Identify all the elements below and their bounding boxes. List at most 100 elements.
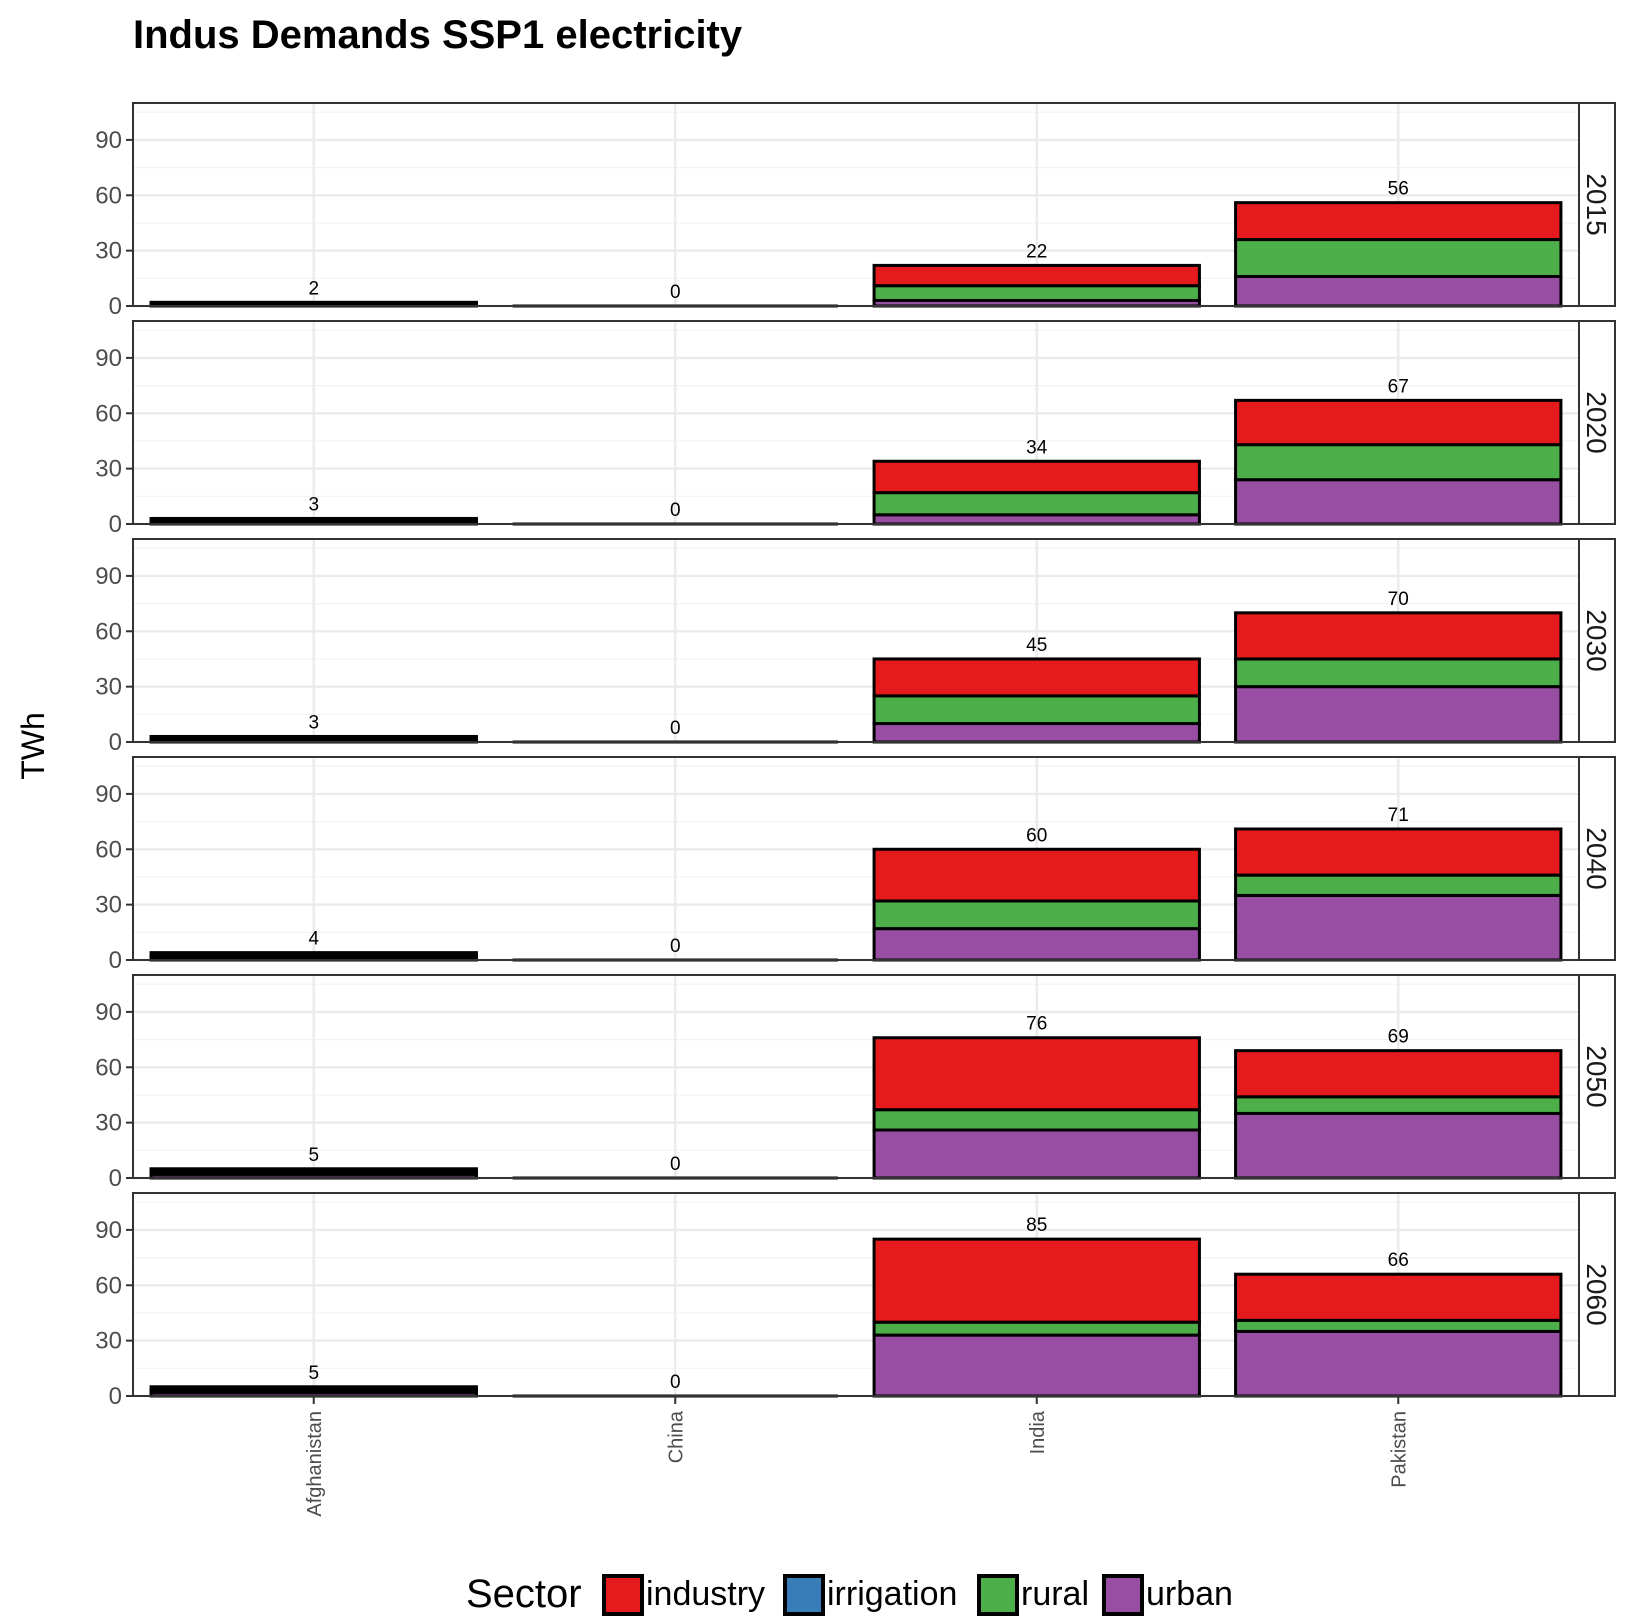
y-tick-label: 30 [95, 1328, 122, 1355]
facet-strip-label: 2020 [1581, 391, 1612, 453]
facet-strip [1578, 102, 1616, 307]
bar-rural-india-2060 [872, 1320, 1201, 1337]
y-tick-label: 60 [95, 618, 122, 645]
y-tick-label: 60 [95, 182, 122, 209]
data-label-pakistan-2060: 66 [1388, 1250, 1409, 1271]
legend-key-rural [977, 1574, 1019, 1616]
bar-industry-india-2050 [872, 1036, 1201, 1112]
bar-industry-india-2015 [872, 263, 1201, 288]
y-tick-label: 90 [95, 999, 122, 1026]
bar-industry-afghanistan-2020 [149, 516, 478, 522]
y-tick-label: 30 [95, 892, 122, 919]
data-label-afghanistan-2050: 5 [308, 1145, 319, 1166]
legend-label-rural: rural [1021, 1575, 1089, 1613]
data-label-pakistan-2040: 71 [1388, 805, 1409, 826]
facet-strip-label: 2030 [1581, 609, 1612, 671]
bar-urban-pakistan-2030 [1234, 685, 1563, 744]
data-label-pakistan-2030: 70 [1388, 589, 1409, 610]
data-label-china-2030: 0 [670, 718, 681, 739]
data-label-india-2040: 60 [1026, 825, 1047, 846]
facet-strip-label: 2040 [1581, 827, 1612, 889]
bar-industry-afghanistan-2050 [149, 1167, 478, 1174]
bar-industry-afghanistan-2060 [149, 1385, 478, 1392]
bar-rural-india-2015 [872, 284, 1201, 302]
y-tick-label: 0 [109, 1165, 122, 1192]
bar-urban-pakistan-2060 [1234, 1329, 1563, 1398]
bar-industry-india-2060 [872, 1237, 1201, 1324]
bar-rural-pakistan-2020 [1234, 443, 1563, 482]
x-tick-label-china: China [665, 1410, 687, 1463]
y-tick-label: 60 [95, 1272, 122, 1299]
data-label-afghanistan-2020: 3 [308, 494, 319, 515]
panel-2050: 0 30 60 90 5 0 76 69 2050 [95, 974, 1616, 1192]
y-tick-label: 0 [109, 729, 122, 756]
panel-2060: 0 30 60 90 5 0 85 66 2060 [95, 1192, 1616, 1410]
data-label-pakistan-2020: 67 [1388, 376, 1409, 397]
bar-industry-afghanistan-2040 [149, 951, 478, 957]
bar-industry-pakistan-2015 [1234, 201, 1563, 242]
data-label-india-2020: 34 [1026, 437, 1048, 458]
y-tick-label: 30 [95, 1110, 122, 1137]
bar-rural-india-2030 [872, 694, 1201, 726]
y-tick-label: 90 [95, 345, 122, 372]
bar-industry-afghanistan-2015 [149, 300, 478, 305]
y-axis-title: TWh [15, 712, 51, 780]
x-tick-label-pakistan: Pakistan [1388, 1411, 1410, 1488]
bar-rural-pakistan-2050 [1234, 1095, 1563, 1115]
data-label-india-2030: 45 [1026, 635, 1047, 656]
y-tick-label: 90 [95, 563, 122, 590]
data-label-india-2015: 22 [1026, 241, 1047, 262]
legend-label-irrigation: irrigation [827, 1575, 957, 1613]
bar-urban-pakistan-2020 [1234, 478, 1563, 526]
bar-rural-pakistan-2015 [1234, 238, 1563, 278]
bar-industry-india-2020 [872, 459, 1201, 495]
bar-rural-india-2040 [872, 899, 1201, 931]
y-tick-label: 0 [109, 947, 122, 974]
legend: Sector industry irrigation rural urban [466, 1572, 1233, 1616]
bar-rural-india-2050 [872, 1108, 1201, 1132]
data-label-china-2020: 0 [670, 500, 681, 521]
facet-strip [1578, 1192, 1616, 1397]
data-label-china-2040: 0 [670, 936, 681, 957]
panel-2040: 0 30 60 90 4 0 60 71 2040 [95, 756, 1616, 974]
y-tick-label: 30 [95, 456, 122, 483]
bar-rural-pakistan-2060 [1234, 1318, 1563, 1333]
facet-strip-label: 2060 [1581, 1263, 1612, 1325]
facet-strip [1578, 320, 1616, 525]
bar-urban-india-2030 [872, 722, 1201, 744]
data-label-afghanistan-2060: 5 [308, 1363, 319, 1384]
legend-key-industry [602, 1574, 644, 1616]
data-label-pakistan-2050: 69 [1388, 1027, 1409, 1048]
legend-key-urban [1102, 1574, 1144, 1616]
legend-key-irrigation [783, 1574, 825, 1616]
y-tick-label: 90 [95, 781, 122, 808]
y-tick-label: 90 [95, 1217, 122, 1244]
bar-industry-india-2040 [872, 847, 1201, 903]
bar-rural-india-2020 [872, 491, 1201, 517]
y-tick-label: 60 [95, 836, 122, 863]
bar-urban-india-2050 [872, 1128, 1201, 1180]
chart-title: Indus Demands SSP1 electricity [133, 13, 743, 57]
bar-urban-india-2060 [872, 1333, 1201, 1398]
data-label-afghanistan-2015: 2 [308, 278, 319, 299]
bar-industry-pakistan-2060 [1234, 1272, 1563, 1322]
bar-urban-india-2040 [872, 927, 1201, 962]
data-label-china-2015: 0 [670, 282, 681, 303]
bar-urban-pakistan-2050 [1234, 1111, 1563, 1180]
y-tick-label: 90 [95, 127, 122, 154]
bar-urban-pakistan-2040 [1234, 893, 1563, 962]
data-label-afghanistan-2030: 3 [308, 712, 319, 733]
y-tick-label: 30 [95, 238, 122, 265]
bar-industry-pakistan-2050 [1234, 1049, 1563, 1099]
bar-industry-pakistan-2030 [1234, 611, 1563, 661]
y-tick-label: 0 [109, 511, 122, 538]
data-label-pakistan-2015: 56 [1388, 179, 1409, 200]
facet-strip [1578, 756, 1616, 961]
facet-strip [1578, 974, 1616, 1179]
bar-industry-pakistan-2020 [1234, 398, 1563, 447]
panel-2015: 0 30 60 90 2 0 22 56 2015 [95, 102, 1616, 320]
bar-rural-pakistan-2040 [1234, 873, 1563, 897]
legend-label-industry: industry [646, 1575, 765, 1613]
